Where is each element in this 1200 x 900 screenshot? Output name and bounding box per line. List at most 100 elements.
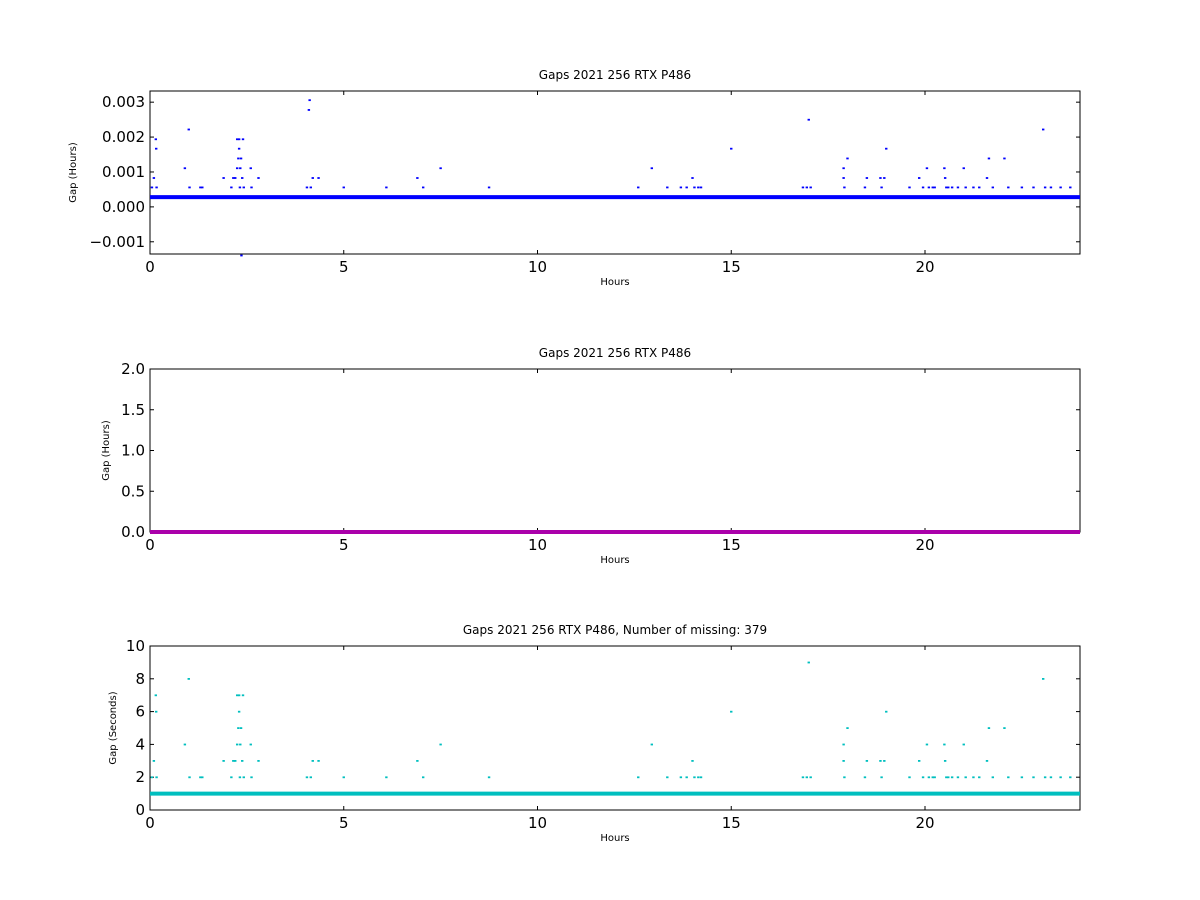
data-point: [950, 186, 954, 189]
data-point: [846, 157, 849, 160]
y-tick-label: 1.5: [121, 401, 145, 419]
data-point: [987, 727, 991, 729]
y-axis-label: Gap (Hours): [101, 420, 112, 481]
data-point: [183, 743, 187, 746]
x-tick-label: 20: [915, 536, 934, 554]
data-point: [237, 138, 241, 141]
data-point: [925, 743, 929, 746]
data-point: [691, 760, 694, 762]
data-point: [801, 186, 805, 189]
data-point: [863, 186, 867, 189]
data-point: [309, 186, 313, 189]
data-point: [978, 776, 981, 779]
data-point: [487, 776, 491, 779]
data-point: [908, 186, 911, 189]
data-point: [964, 186, 967, 189]
data-point: [879, 177, 882, 179]
plot-panel-1: Gaps 2021 256 RTX P486 0 5 10 15 20 −0.001 0.00…: [68, 68, 1081, 288]
x-tick-label: 0: [145, 536, 155, 554]
data-point: [152, 760, 156, 762]
y-tick-label: 0.001: [102, 163, 145, 181]
data-point: [240, 254, 243, 257]
data-point: [232, 177, 235, 179]
data-point: [1032, 186, 1035, 189]
data-point: [805, 776, 809, 779]
data-point: [342, 776, 345, 779]
x-tick-label: 15: [722, 814, 741, 832]
data-point: [945, 776, 948, 779]
data-point: [249, 743, 252, 746]
y-tick-label: 2.0: [121, 360, 145, 378]
data-point: [846, 727, 849, 729]
data-point: [947, 776, 950, 779]
data-point: [155, 147, 158, 150]
data-point: [249, 167, 252, 170]
data-point: [416, 760, 419, 762]
y-tick-label: 10: [126, 637, 145, 655]
data-point: [311, 177, 314, 179]
data-point: [879, 760, 882, 762]
data-point: [985, 177, 989, 179]
data-point: [309, 776, 313, 779]
data-point: [805, 186, 809, 189]
data-point: [956, 186, 960, 189]
data-point: [1069, 186, 1072, 189]
data-point: [943, 743, 946, 746]
data-point: [1007, 186, 1010, 189]
data-point: [691, 177, 694, 179]
data-point: [927, 776, 931, 779]
y-tick-label: 0: [135, 801, 145, 819]
data-point: [693, 776, 696, 779]
data-point: [154, 694, 158, 697]
data-point: [237, 694, 241, 697]
data-point: [933, 186, 936, 189]
data-point: [801, 776, 805, 779]
data-point: [943, 177, 947, 179]
data-point: [885, 710, 888, 713]
data-point: [666, 186, 669, 189]
data-point: [237, 147, 241, 150]
data-point: [987, 157, 991, 160]
data-point: [1049, 186, 1053, 189]
data-point: [199, 186, 202, 189]
data-point: [235, 138, 239, 141]
data-point: [342, 186, 345, 189]
data-point: [962, 743, 965, 746]
data-point: [908, 776, 911, 779]
data-point: [235, 743, 239, 746]
data-point: [945, 186, 948, 189]
plot-panel-2: Gaps 2021 256 RTX P486 0 5 10 15 20 0.0 0.5 1.0 1…: [101, 346, 1081, 566]
x-tick-label: 20: [915, 814, 934, 832]
x-tick-label: 0: [145, 814, 155, 832]
data-point: [1041, 128, 1045, 131]
data-point: [439, 167, 442, 170]
x-tick-label: 10: [528, 814, 547, 832]
data-point: [311, 760, 314, 762]
data-point: [1020, 776, 1024, 779]
data-point: [250, 776, 253, 779]
y-axis-label: Gap (Hours): [68, 142, 79, 203]
data-point: [809, 776, 812, 779]
data-point: [421, 186, 425, 189]
data-point: [807, 118, 810, 121]
data-point: [154, 138, 158, 141]
data-point: [232, 760, 235, 762]
data-point: [201, 186, 204, 189]
data-point: [863, 776, 867, 779]
data-point: [730, 710, 733, 713]
x-tick-label: 20: [915, 258, 934, 276]
data-point: [962, 167, 965, 170]
data-point: [250, 186, 253, 189]
data-point: [1003, 727, 1006, 729]
data-point: [1020, 186, 1024, 189]
data-point: [842, 743, 845, 746]
data-point: [230, 186, 233, 189]
axes-frame: [149, 645, 1081, 811]
data-point: [238, 776, 242, 779]
data-point: [237, 710, 241, 713]
data-point: [305, 776, 309, 779]
y-tick-label: 4: [135, 735, 145, 753]
x-tick-label: 10: [528, 258, 547, 276]
data-point: [1069, 776, 1072, 779]
